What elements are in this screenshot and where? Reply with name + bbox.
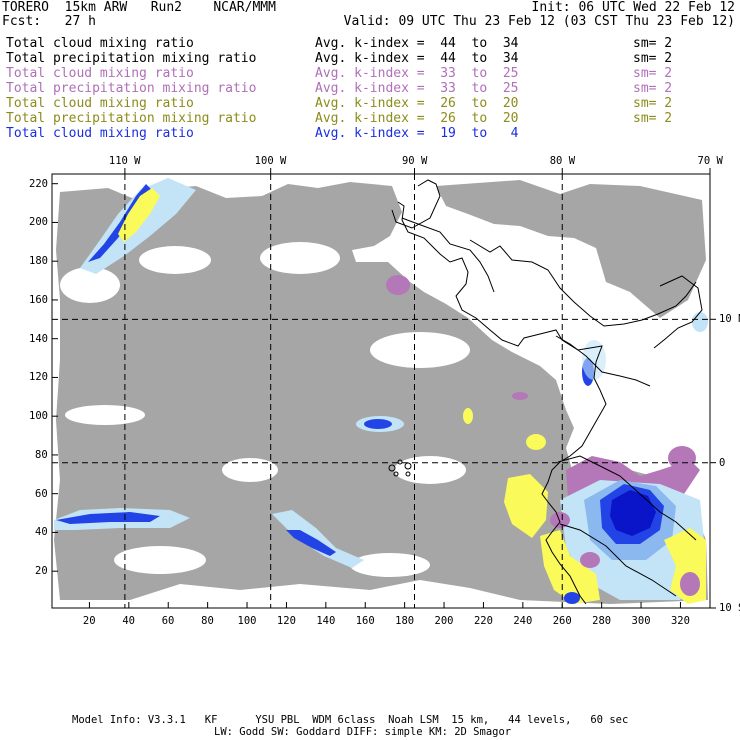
legend-kindex-4: Avg. k-index = 26 to 20 <box>315 96 519 111</box>
yellow-se <box>540 530 600 604</box>
x-tick-label-280: 280 <box>592 615 612 627</box>
lat-label-2: 10 S <box>719 602 740 614</box>
footer-physics: LW: Godd SW: Goddard DIFF: simple KM: 2D… <box>214 726 512 738</box>
legend-sm-1: sm= 2 <box>633 51 673 66</box>
gray-cloud-north <box>436 180 706 318</box>
x-tick-label-120: 120 <box>276 615 296 627</box>
x-tick-label-100: 100 <box>237 615 257 627</box>
y-tick-label-220: 220 <box>29 177 48 190</box>
x-tick-label-200: 200 <box>434 615 454 627</box>
plot-frame <box>51 173 711 609</box>
x-tick-label-260: 260 <box>552 615 572 627</box>
yucatan-coast <box>391 179 441 229</box>
x-tick-label-20: 20 <box>82 615 96 627</box>
lat-label-1: 0 <box>719 456 726 469</box>
blue-band-sw <box>56 512 160 524</box>
yellow-ecuador <box>504 474 548 538</box>
blue-band-s <box>286 530 336 556</box>
legend-kindex-2: Avg. k-index = 33 to 25 <box>315 66 519 81</box>
legend-kindex-3: Avg. k-index = 33 to 25 <box>315 81 519 96</box>
legend-field-3: Total precipitation mixing ratio <box>6 81 257 96</box>
x-tick-label-80: 80 <box>201 615 214 627</box>
y-tick-label-100: 100 <box>29 410 48 423</box>
blue-center <box>364 419 392 429</box>
header-right-1: Init: 06 UTC Wed 22 Feb 12 <box>531 0 736 15</box>
y-tick-label-60: 60 <box>35 487 48 500</box>
x-tick-label-40: 40 <box>122 615 135 627</box>
mexico-coast <box>397 201 607 605</box>
y-tick-label-200: 200 <box>29 216 48 229</box>
x-tick-label-60: 60 <box>161 615 175 627</box>
y-tick-label-160: 160 <box>29 293 48 306</box>
header-left-1: TORERO 15km ARW Run2 NCAR/MMM <box>2 0 276 15</box>
x-tick-label-220: 220 <box>473 615 493 627</box>
legend-field-1: Total precipitation mixing ratio <box>6 51 257 66</box>
x-tick-label-180: 180 <box>395 615 415 627</box>
header-left-2: Fcst: 27 h <box>2 14 96 29</box>
andes-border-2 <box>559 523 677 597</box>
legend-field-2: Total cloud mixing ratio <box>6 66 194 81</box>
precipitation-field <box>54 178 708 604</box>
legend-field-6: Total cloud mixing ratio <box>6 126 194 141</box>
east-coast <box>653 275 703 349</box>
legend-kindex-1: Avg. k-index = 44 to 34 <box>315 51 519 66</box>
x-tick-label-140: 140 <box>316 615 336 627</box>
lon-label-1: 100 W <box>254 155 287 167</box>
legend-kindex-5: Avg. k-index = 26 to 20 <box>315 111 519 126</box>
x-tick-label-320: 320 <box>670 615 690 627</box>
y-tick-label-20: 20 <box>35 565 48 578</box>
legend-sm-3: sm= 2 <box>633 81 673 96</box>
lat-lon-grid <box>52 174 710 608</box>
purple-central <box>386 275 410 295</box>
axis-ticks <box>52 168 716 609</box>
header-right-2: Valid: 09 UTC Thu 23 Feb 12 (03 CST Thu … <box>343 14 735 29</box>
yellow-nw <box>118 188 160 242</box>
legend-field-5: Total precipitation mixing ratio <box>6 111 257 126</box>
y-tick-label-140: 140 <box>29 332 48 345</box>
y-tick-label-180: 180 <box>29 255 48 268</box>
legend-sm-2: sm= 2 <box>633 66 673 81</box>
legend-sm-0: sm= 2 <box>633 36 673 51</box>
lon-label-0: 110 W <box>108 155 141 167</box>
legend-kindex-6: Avg. k-index = 19 to 4 <box>315 126 519 141</box>
legend-sm-4: sm= 2 <box>633 96 673 111</box>
pale-blue-band-s <box>272 510 364 568</box>
y-tick-label-80: 80 <box>35 448 48 461</box>
yellow-center <box>463 408 473 424</box>
footer-model-info: Model Info: V3.3.1 KF YSU PBL WDM 6class… <box>72 714 629 726</box>
x-tick-label-300: 300 <box>631 615 651 627</box>
legend-kindex-0: Avg. k-index = 44 to 34 <box>315 36 519 51</box>
lon-label-3: 80 W <box>549 155 576 167</box>
x-tick-label-160: 160 <box>355 615 375 627</box>
y-tick-label-40: 40 <box>35 526 48 539</box>
x-tick-label-240: 240 <box>513 615 533 627</box>
country-border-1 <box>401 217 495 293</box>
legend-field-4: Total cloud mixing ratio <box>6 96 194 111</box>
country-border-2 <box>555 335 651 387</box>
caribbean-coast <box>469 239 697 327</box>
legend-field-0: Total cloud mixing ratio <box>6 36 194 51</box>
andes-border <box>557 455 697 541</box>
lon-label-4: 70 W <box>697 155 723 167</box>
lon-label-2: 90 W <box>401 155 428 167</box>
dark-blue-se <box>610 490 656 536</box>
coastline-map <box>388 179 703 605</box>
legend-sm-5: sm= 2 <box>633 111 673 126</box>
y-tick-label-120: 120 <box>29 371 48 384</box>
lat-label-0: 10 N <box>719 313 740 326</box>
